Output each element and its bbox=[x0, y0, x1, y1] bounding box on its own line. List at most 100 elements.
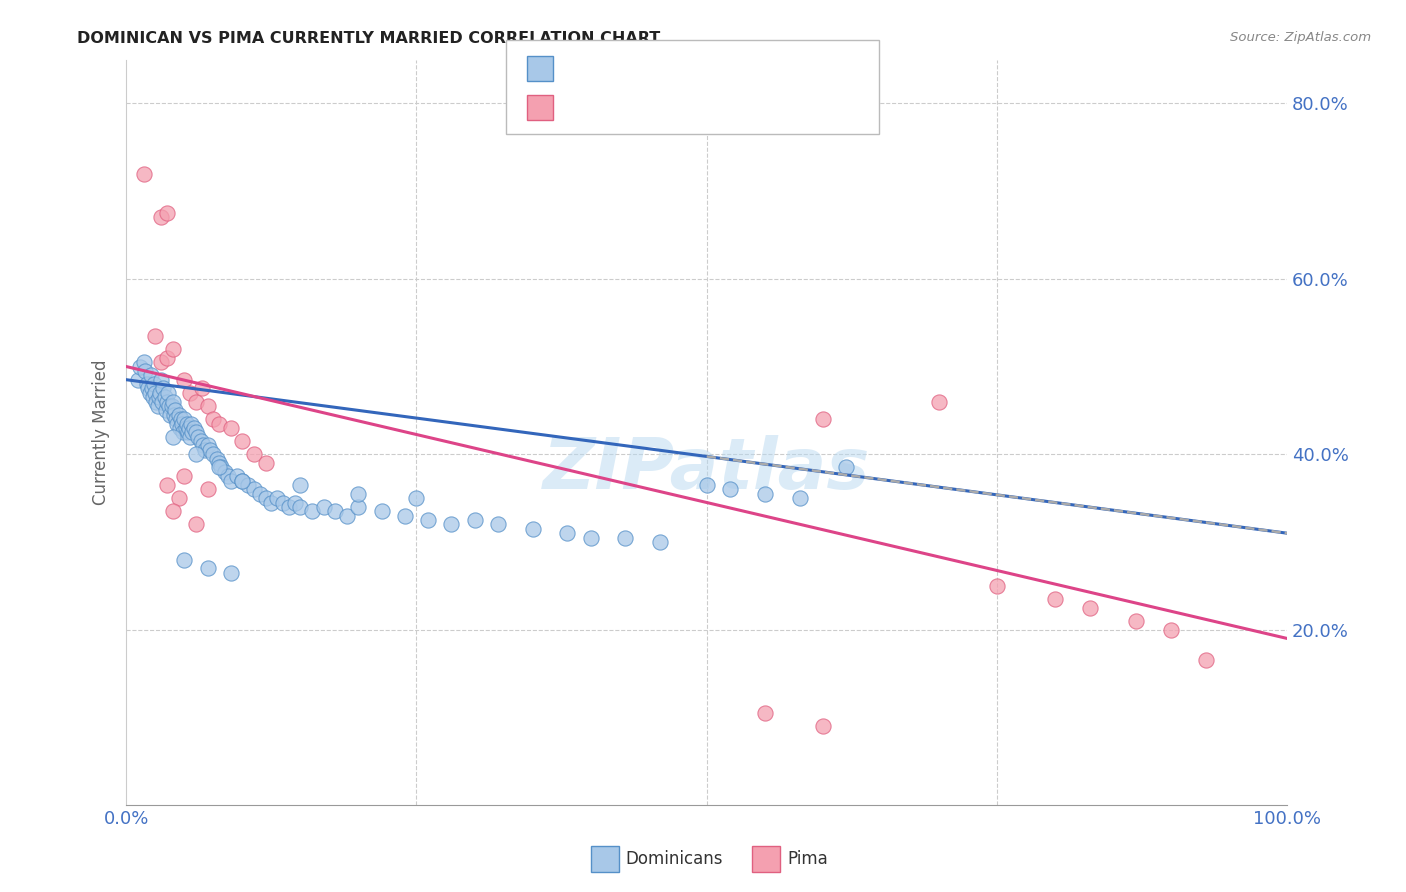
Point bbox=[173, 412, 195, 426]
Text: -0.741: -0.741 bbox=[612, 101, 669, 115]
Point bbox=[167, 408, 190, 422]
Point bbox=[464, 513, 486, 527]
Point bbox=[219, 474, 242, 488]
Point bbox=[179, 430, 201, 444]
Point bbox=[211, 460, 233, 475]
Point bbox=[150, 394, 173, 409]
Point bbox=[194, 442, 217, 457]
Point bbox=[150, 373, 173, 387]
Point bbox=[718, 483, 741, 497]
Point bbox=[179, 385, 201, 400]
Text: Pima: Pima bbox=[787, 850, 828, 868]
Point bbox=[1195, 653, 1218, 667]
Point bbox=[156, 351, 179, 365]
Point bbox=[176, 417, 198, 431]
Text: R =: R = bbox=[562, 62, 598, 76]
Point bbox=[219, 421, 242, 435]
Point bbox=[138, 382, 160, 396]
Point bbox=[170, 412, 193, 426]
Point bbox=[170, 417, 193, 431]
Text: 103: 103 bbox=[742, 62, 776, 76]
Point bbox=[254, 456, 277, 470]
Point bbox=[416, 513, 439, 527]
Point bbox=[696, 478, 718, 492]
Point bbox=[156, 206, 179, 220]
Point bbox=[162, 342, 184, 356]
Point bbox=[162, 504, 184, 518]
Point bbox=[177, 421, 200, 435]
Point bbox=[231, 474, 253, 488]
Point bbox=[157, 399, 180, 413]
Point bbox=[811, 412, 834, 426]
Point bbox=[312, 500, 335, 514]
Point bbox=[260, 495, 283, 509]
Point bbox=[284, 495, 307, 509]
Point bbox=[127, 373, 149, 387]
Point bbox=[183, 421, 205, 435]
Point bbox=[141, 382, 163, 396]
Point bbox=[132, 167, 155, 181]
Point bbox=[138, 385, 160, 400]
Point bbox=[184, 447, 207, 461]
Text: Dominicans: Dominicans bbox=[626, 850, 723, 868]
Point bbox=[205, 451, 228, 466]
Point bbox=[150, 355, 173, 369]
Point bbox=[198, 442, 221, 457]
Point bbox=[197, 399, 219, 413]
Text: N =: N = bbox=[696, 62, 733, 76]
Point bbox=[323, 504, 346, 518]
Point bbox=[197, 483, 219, 497]
Point bbox=[394, 508, 416, 523]
Point bbox=[405, 491, 427, 505]
Point bbox=[173, 469, 195, 483]
Point bbox=[152, 382, 174, 396]
Point bbox=[132, 355, 155, 369]
Point bbox=[208, 460, 231, 475]
Point bbox=[254, 491, 277, 505]
Point bbox=[219, 566, 242, 580]
Point bbox=[174, 421, 197, 435]
Point bbox=[522, 522, 544, 536]
Point bbox=[370, 504, 392, 518]
Point bbox=[143, 385, 166, 400]
Point bbox=[177, 425, 200, 440]
Point bbox=[249, 487, 271, 501]
Point bbox=[440, 517, 463, 532]
Point bbox=[301, 504, 323, 518]
Point bbox=[290, 478, 312, 492]
Point bbox=[149, 385, 172, 400]
Point bbox=[134, 364, 156, 378]
Point bbox=[347, 487, 370, 501]
Point bbox=[214, 465, 236, 479]
Point bbox=[163, 408, 186, 422]
Point bbox=[266, 491, 288, 505]
Point bbox=[243, 483, 266, 497]
Point bbox=[184, 394, 207, 409]
Point bbox=[146, 399, 169, 413]
Point bbox=[169, 421, 191, 435]
Point bbox=[181, 425, 204, 440]
Point bbox=[166, 417, 188, 431]
Point bbox=[614, 531, 637, 545]
Point bbox=[184, 425, 207, 440]
Point bbox=[172, 425, 194, 440]
Point bbox=[336, 508, 359, 523]
Point bbox=[197, 438, 219, 452]
Point bbox=[184, 517, 207, 532]
Point bbox=[143, 329, 166, 343]
Point bbox=[180, 417, 202, 431]
Text: DOMINICAN VS PIMA CURRENTLY MARRIED CORRELATION CHART: DOMINICAN VS PIMA CURRENTLY MARRIED CORR… bbox=[77, 31, 661, 46]
Point bbox=[1043, 591, 1066, 606]
Text: Source: ZipAtlas.com: Source: ZipAtlas.com bbox=[1230, 31, 1371, 45]
Point bbox=[231, 474, 253, 488]
Point bbox=[225, 469, 247, 483]
Point bbox=[136, 377, 159, 392]
Text: R =: R = bbox=[562, 101, 602, 115]
Point bbox=[579, 531, 602, 545]
Point bbox=[928, 394, 950, 409]
Point bbox=[159, 408, 181, 422]
Point bbox=[160, 399, 183, 413]
Point bbox=[191, 438, 214, 452]
Point bbox=[173, 373, 195, 387]
Point bbox=[835, 460, 858, 475]
